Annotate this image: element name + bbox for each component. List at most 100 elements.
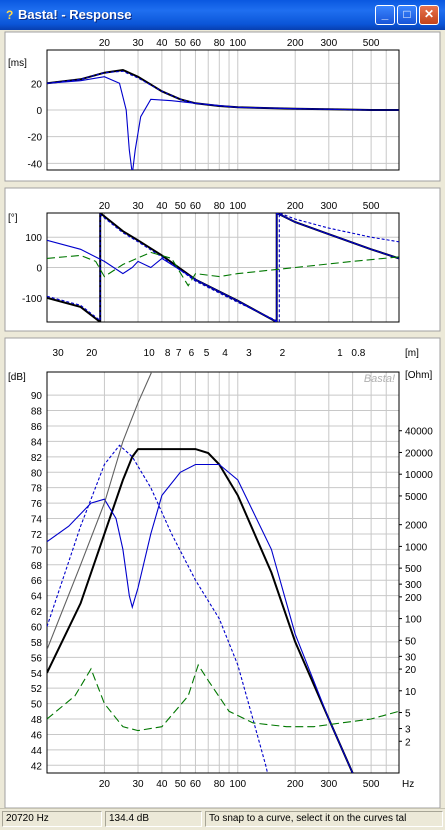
- wavelength-tick-label: 3: [246, 348, 252, 359]
- status-bar: 20720 Hz 134.4 dB To snap to a curve, se…: [0, 808, 445, 830]
- y-tick-label: 80: [31, 468, 43, 479]
- y-tick-label: -100: [22, 294, 42, 305]
- status-frequency: 20720 Hz: [2, 811, 102, 827]
- wavelength-unit-label: [m]: [405, 348, 419, 359]
- series-line-3: [47, 213, 399, 322]
- y-tick-label: 0: [36, 106, 42, 117]
- y2-tick-label: 2: [405, 737, 411, 748]
- x-tick-label: 20: [99, 201, 111, 212]
- x-tick-label: 20: [99, 779, 111, 790]
- y-tick-label: 44: [31, 746, 43, 757]
- x-tick-label: 50: [175, 201, 187, 212]
- y-tick-label: 76: [31, 499, 43, 510]
- y-tick-label: 46: [31, 730, 43, 741]
- x-tick-label: 40: [156, 38, 168, 49]
- series-line-4: [47, 251, 399, 287]
- wavelength-tick-label: 0.8: [351, 348, 365, 359]
- y2-tick-label: 300: [405, 580, 422, 591]
- x-tick-label: 80: [214, 201, 226, 212]
- window-title: Basta! - Response: [18, 7, 132, 22]
- wavelength-tick-label: 10: [144, 348, 156, 359]
- y2-tick-label: 50: [405, 636, 417, 647]
- y-tick-label: 64: [31, 592, 43, 603]
- x-axis-unit-label: Hz: [402, 779, 414, 790]
- x-tick-label: 200: [287, 779, 304, 790]
- y2-tick-label: 10000: [405, 470, 433, 481]
- x-tick-label: 30: [132, 38, 144, 49]
- x-tick-label: 50: [175, 38, 187, 49]
- maximize-icon: □: [403, 7, 411, 21]
- y-tick-label: 42: [31, 761, 43, 772]
- series-line-5: [47, 372, 153, 650]
- x-tick-label: 300: [320, 201, 337, 212]
- wavelength-tick-label: 4: [222, 348, 228, 359]
- y-tick-label: 82: [31, 453, 43, 464]
- x-tick-label: 100: [229, 201, 246, 212]
- wavelength-tick-label: 6: [189, 348, 195, 359]
- wavelength-tick-label: 2: [280, 348, 286, 359]
- y2-tick-label: 3: [405, 725, 411, 736]
- x-tick-label: 40: [156, 779, 168, 790]
- x-tick-label: 500: [363, 779, 380, 790]
- x-tick-label: 40: [156, 201, 168, 212]
- y-axis-unit-label: [ms]: [8, 58, 27, 69]
- y2-tick-label: 40000: [405, 427, 433, 438]
- question-icon: ?: [6, 8, 14, 22]
- y-tick-label: 60: [31, 622, 43, 633]
- chart-panel-background: [4, 337, 441, 808]
- status-hint: To snap to a curve, select it on the cur…: [205, 811, 443, 827]
- x-tick-label: 30: [132, 201, 144, 212]
- x-tick-label: 500: [363, 38, 380, 49]
- basta-watermark: Basta!: [364, 373, 395, 385]
- series-line-1: [47, 448, 354, 773]
- x-tick-label: 80: [214, 779, 226, 790]
- y2-tick-label: 10: [405, 687, 417, 698]
- y-axis-unit-label: [dB]: [8, 372, 26, 383]
- y-tick-label: -20: [28, 133, 43, 144]
- y-tick-label: 58: [31, 638, 43, 649]
- close-button[interactable]: ✕: [419, 5, 439, 25]
- series-line-3: [47, 70, 399, 111]
- y-tick-label: 48: [31, 715, 43, 726]
- y-axis-unit-label: [°]: [8, 213, 18, 224]
- y-tick-label: 78: [31, 484, 43, 495]
- x-tick-label: 60: [190, 201, 202, 212]
- wavelength-tick-label: 8: [165, 348, 171, 359]
- y-tick-label: -40: [28, 159, 43, 170]
- x-tick-label: 30: [132, 779, 144, 790]
- x-tick-label: 20: [99, 38, 111, 49]
- plot-frame: [46, 371, 400, 774]
- y-tick-label: 68: [31, 561, 43, 572]
- series-line-2: [47, 463, 354, 773]
- wavelength-tick-label: 30: [53, 348, 65, 359]
- plot-frame: [46, 212, 400, 323]
- series-line-4: [47, 663, 399, 732]
- y2-axis-unit-label: [Ohm]: [405, 370, 432, 381]
- y2-tick-label: 5000: [405, 492, 428, 503]
- y-tick-label: 86: [31, 422, 43, 433]
- y-tick-label: 56: [31, 653, 43, 664]
- y2-tick-label: 200: [405, 593, 422, 604]
- y2-tick-label: 1000: [405, 542, 428, 553]
- y2-tick-label: 500: [405, 564, 422, 575]
- minimize-button[interactable]: _: [375, 5, 395, 25]
- series-line-3: [47, 444, 269, 773]
- wavelength-tick-label: 1: [337, 348, 343, 359]
- y-tick-label: 50: [31, 700, 43, 711]
- x-tick-label: 60: [190, 38, 202, 49]
- maximize-button[interactable]: □: [397, 5, 417, 25]
- y2-tick-label: 5: [405, 709, 411, 720]
- wavelength-tick-label: 5: [204, 348, 210, 359]
- x-tick-label: 200: [287, 38, 304, 49]
- x-tick-label: 100: [229, 38, 246, 49]
- y-tick-label: 54: [31, 669, 43, 680]
- x-tick-label: 100: [229, 779, 246, 790]
- y2-tick-label: 20000: [405, 448, 433, 459]
- title-bar[interactable]: ? Basta! - Response _ □ ✕: [0, 0, 445, 30]
- y-tick-label: 0: [36, 264, 42, 275]
- close-icon: ✕: [423, 7, 435, 21]
- x-tick-label: 50: [175, 779, 187, 790]
